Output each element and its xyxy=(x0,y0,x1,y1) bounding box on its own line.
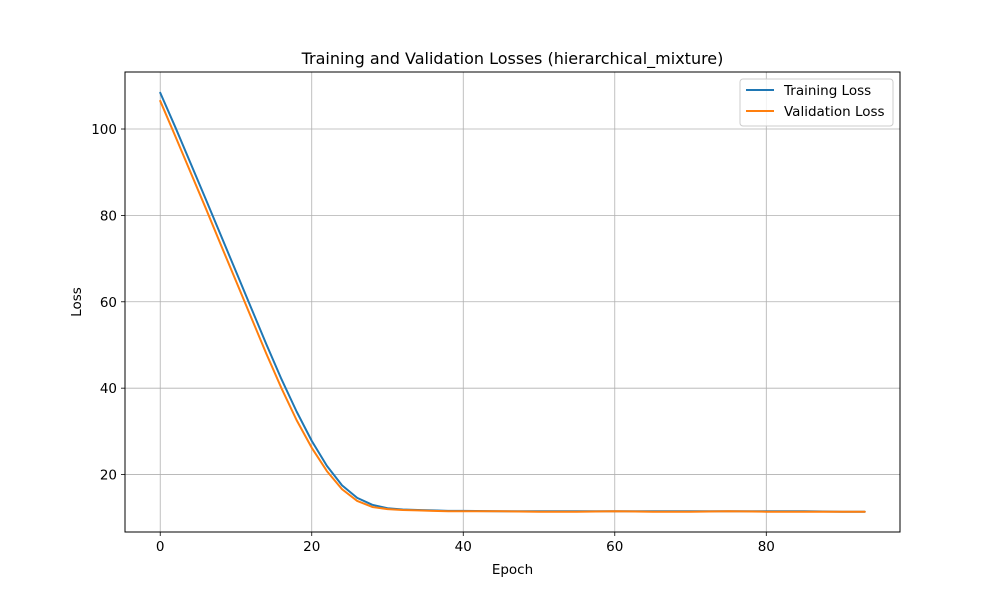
y-axis-label: Loss xyxy=(69,287,85,317)
y-tick-label: 20 xyxy=(100,468,117,484)
training-loss-line xyxy=(159,91,866,513)
chart-title: Training and Validation Losses (hierarch… xyxy=(301,49,724,69)
x-tick-label: 80 xyxy=(758,539,775,555)
y-tick-label: 60 xyxy=(100,295,117,311)
x-tick-label: 40 xyxy=(455,539,472,555)
legend-label-training: Training Loss xyxy=(783,83,871,99)
x-tick-label: 0 xyxy=(156,539,165,555)
y-tick-label: 80 xyxy=(100,208,117,224)
y-tick-label: 100 xyxy=(91,122,117,138)
x-tick-label: 60 xyxy=(606,539,623,555)
grid-lines xyxy=(125,72,900,532)
legend-box xyxy=(739,78,894,127)
legend-label-validation: Validation Loss xyxy=(784,104,885,120)
legend: Training Loss Validation Loss xyxy=(739,78,894,127)
x-axis-label: Epoch xyxy=(492,562,533,578)
validation-loss-line xyxy=(159,99,866,513)
y-tick-label: 40 xyxy=(100,381,117,397)
x-tick-label: 20 xyxy=(303,539,320,555)
series-lines xyxy=(159,91,866,513)
axis-ticks: 0 20 40 60 80 20 40 60 80 100 xyxy=(91,122,775,555)
